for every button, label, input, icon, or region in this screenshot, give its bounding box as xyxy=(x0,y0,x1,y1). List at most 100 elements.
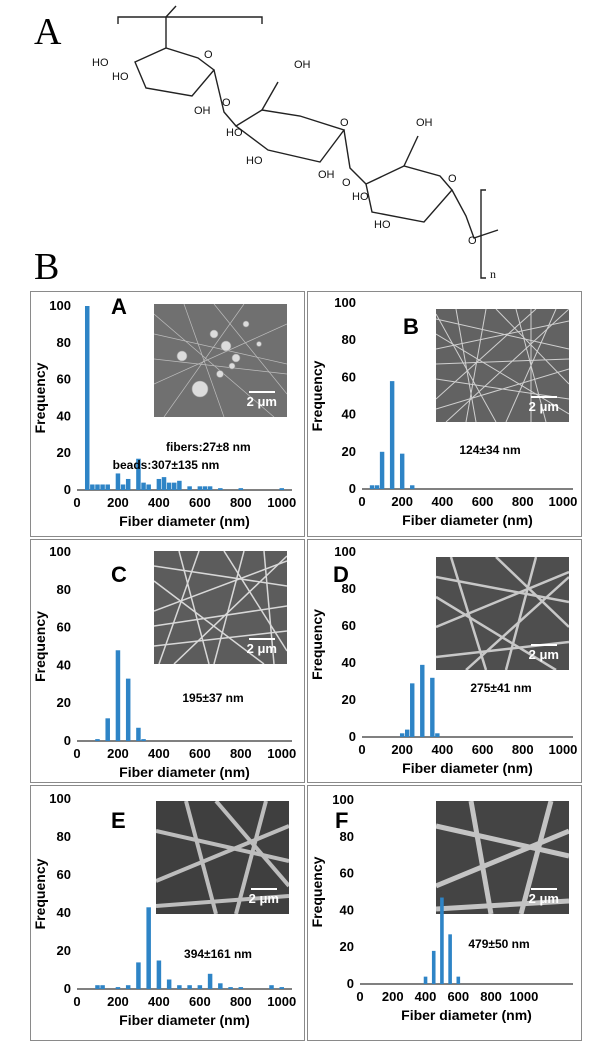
mean-annotation: 394±161 nm xyxy=(184,947,252,961)
panel-letter: B xyxy=(403,314,419,339)
structure-label: O xyxy=(340,117,349,129)
histogram-bar xyxy=(405,729,410,737)
structure-label: HO xyxy=(374,219,391,231)
scale-bar: 2 μm xyxy=(529,396,559,414)
x-tick-label: 0 xyxy=(73,495,80,510)
panel-letter: C xyxy=(111,562,127,587)
scale-bar-label: 2 μm xyxy=(528,891,559,906)
mean-annotation: 479±50 nm xyxy=(468,937,529,951)
x-tick-label: 800 xyxy=(512,742,534,757)
histogram-bar xyxy=(84,306,90,490)
histogram-bar xyxy=(218,488,223,490)
histogram-bar xyxy=(136,962,141,989)
structure-label: OH xyxy=(194,105,211,117)
histogram-bar xyxy=(177,480,182,490)
structure-label: HO xyxy=(92,57,109,69)
histogram-bar xyxy=(218,983,223,989)
y-tick-label: 0 xyxy=(64,482,71,497)
x-tick-label: 400 xyxy=(148,495,170,510)
scale-bar-label: 2 μm xyxy=(528,647,559,662)
histogram-bar xyxy=(177,985,182,989)
histogram-bar xyxy=(269,985,274,989)
histogram-bar xyxy=(95,739,100,741)
y-tick-label: 60 xyxy=(57,620,71,635)
histogram-bar xyxy=(136,458,141,490)
histogram-bar xyxy=(125,678,131,741)
sem-micrograph-b: 2 μm xyxy=(436,309,569,422)
histogram-bar xyxy=(166,482,172,490)
y-tick-label: 100 xyxy=(49,791,71,806)
x-axis-label: Fiber diameter (nm) xyxy=(119,764,250,780)
histogram-bar xyxy=(146,484,151,490)
histogram-bar xyxy=(187,486,192,490)
sem-micrograph-d: 2 μm xyxy=(436,557,569,670)
y-tick-label: 40 xyxy=(57,905,71,920)
histogram-bar xyxy=(115,650,121,741)
scale-bar-label: 2 μm xyxy=(248,891,279,906)
x-tick-label: 0 xyxy=(358,494,365,509)
x-tick-label: 600 xyxy=(472,494,494,509)
histogram-bar xyxy=(120,484,126,490)
histogram-bar xyxy=(279,488,285,490)
y-axis-label: Frequency xyxy=(32,362,48,433)
y-tick-label: 20 xyxy=(342,692,356,707)
x-tick-label: 800 xyxy=(230,994,252,1009)
histogram-bar xyxy=(399,453,405,489)
scale-bar: 2 μm xyxy=(529,644,559,662)
histogram-bar xyxy=(141,739,146,741)
y-tick-label: 0 xyxy=(64,733,71,748)
x-tick-label: 800 xyxy=(480,989,502,1004)
y-tick-label: 0 xyxy=(349,481,356,496)
x-tick-label: 400 xyxy=(148,994,170,1009)
structure-label: O xyxy=(468,235,477,247)
histogram-bar xyxy=(115,473,121,490)
histogram-bar xyxy=(202,486,208,490)
sem-micrograph-a: 2 μm xyxy=(154,304,287,417)
structure-label: O xyxy=(222,97,231,109)
y-tick-label: 20 xyxy=(57,943,71,958)
y-tick-label: 40 xyxy=(57,657,71,672)
histogram-bar xyxy=(187,985,192,989)
histogram-bar xyxy=(100,985,105,989)
mean-annotation: beads:307±135 nm xyxy=(113,458,220,472)
y-tick-label: 80 xyxy=(340,829,354,844)
x-tick-label: 400 xyxy=(432,742,454,757)
histogram-bar xyxy=(279,987,285,989)
histogram-bar xyxy=(197,985,203,989)
x-axis-label: Fiber diameter (nm) xyxy=(402,760,533,776)
x-tick-label: 400 xyxy=(415,989,437,1004)
structure-label: HO xyxy=(112,71,129,83)
scale-bar: 2 μm xyxy=(247,638,277,656)
histogram-panel-a: 2 μm 0 20 40 60 80 100 0 200 400 600 800 1000 Fiber … xyxy=(30,291,305,537)
x-tick-label: 600 xyxy=(189,495,211,510)
y-tick-label: 0 xyxy=(347,976,354,991)
x-tick-label: 1000 xyxy=(509,989,538,1004)
structure-label: HO xyxy=(352,191,369,203)
x-tick-label: 1000 xyxy=(267,994,296,1009)
sem-micrograph-c: 2 μm xyxy=(154,551,287,664)
x-tick-label: 1000 xyxy=(267,495,296,510)
y-tick-label: 100 xyxy=(49,544,71,559)
x-axis-label: Fiber diameter (nm) xyxy=(401,1007,532,1023)
histogram-bar xyxy=(389,381,395,489)
y-tick-label: 100 xyxy=(49,298,71,313)
x-tick-label: 200 xyxy=(382,989,404,1004)
y-tick-label: 20 xyxy=(342,444,356,459)
structure-label: OH xyxy=(416,117,433,129)
histogram-bar xyxy=(207,486,213,490)
x-tick-label: 200 xyxy=(107,495,129,510)
x-tick-label: 200 xyxy=(391,494,413,509)
y-tick-label: 80 xyxy=(342,332,356,347)
mean-annotation: 124±34 nm xyxy=(459,443,520,457)
histogram-bar xyxy=(100,484,105,490)
y-tick-label: 100 xyxy=(334,544,356,559)
x-axis-label: Fiber diameter (nm) xyxy=(119,513,250,529)
histogram-bar xyxy=(430,677,435,737)
sem-micrograph-e: 2 μm xyxy=(156,801,289,914)
structure-subscript: n xyxy=(490,267,496,281)
y-tick-label: 0 xyxy=(349,729,356,744)
histogram-bar xyxy=(125,985,131,989)
x-tick-label: 400 xyxy=(148,746,170,761)
